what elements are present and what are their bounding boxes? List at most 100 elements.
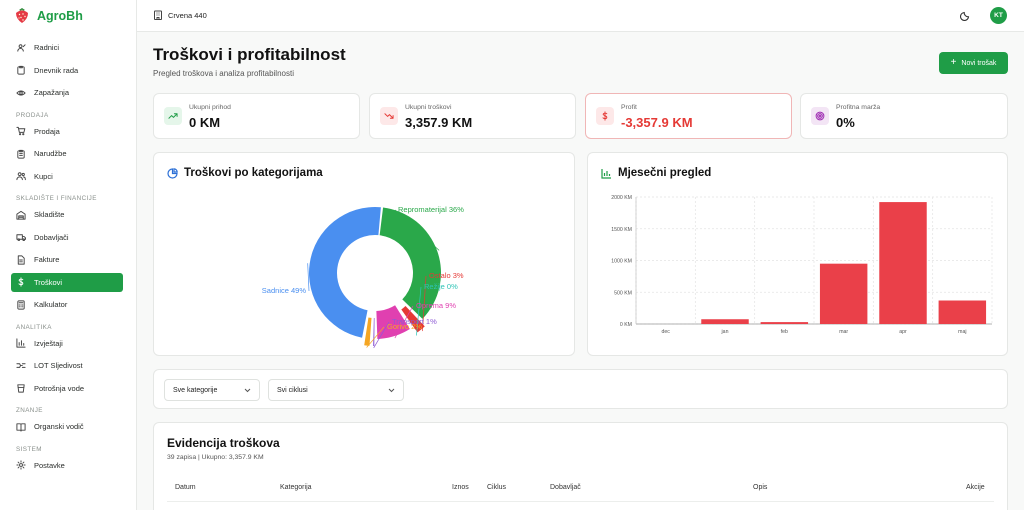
column-header-akcije[interactable]: Akcije: [966, 484, 985, 491]
table-header-divider: [167, 501, 994, 502]
stat-label: Ukupni troškovi: [405, 104, 452, 111]
column-header-opis[interactable]: Opis: [753, 484, 768, 491]
stat-value: 3,357.9 KM: [405, 115, 473, 130]
pie-slice-sadnice[interactable]: [309, 207, 381, 338]
sidebar-item-label: Troškovi: [34, 277, 63, 287]
new-expense-button[interactable]: + Novi trošak: [939, 52, 1008, 74]
stat-card: Profitna marža 0%: [800, 93, 1008, 139]
sidebar-item-label: Prodaja: [34, 126, 60, 136]
gear-icon: [16, 460, 26, 470]
sidebar-item-dobavljači[interactable]: Dobavljači: [11, 228, 123, 247]
stat-icon-badge: [811, 107, 829, 125]
dollar-icon: [602, 111, 608, 121]
x-tick-label: feb: [781, 329, 788, 335]
water-icon: [17, 384, 25, 393]
book-icon: [16, 422, 26, 432]
bar-mar[interactable]: [819, 263, 868, 324]
sidebar-item-organski-vodič[interactable]: Organski vodič: [11, 417, 123, 436]
column-header-kategorija[interactable]: Kategorija: [280, 484, 312, 491]
sidebar-item-postavke[interactable]: Postavke: [11, 456, 123, 475]
y-tick-label: 1000 KM: [611, 259, 632, 265]
pie-leader-line: [416, 286, 422, 336]
truck-icon: [16, 234, 26, 242]
dollar-icon: [18, 277, 24, 287]
sidebar-item-label: Skladište: [34, 210, 65, 219]
bar-jan[interactable]: [701, 319, 749, 324]
sidebar-item-prodaja[interactable]: Prodaja: [11, 122, 123, 141]
x-tick-label: dec: [661, 329, 670, 335]
clipboard-icon: [17, 65, 25, 75]
pie-slice-ostalo[interactable]: [401, 306, 425, 333]
table-summary: 39 zapisa | Ukupno: 3,357.9 KM: [167, 454, 264, 461]
trending-down-icon: [384, 113, 394, 119]
column-header-iznos[interactable]: Iznos: [452, 484, 469, 491]
monthly-chart-card: Mjesečni pregled 0 KM 500 KM 1000 KM 1500 K…: [587, 152, 1008, 356]
farm-selector[interactable]: Crvena 440: [153, 10, 207, 20]
monthly-chart-title-text: Mjesečni pregled: [618, 167, 712, 179]
category-chart-card: Troškovi po kategorijama Repromaterijal …: [153, 152, 575, 356]
pie-leader-line: [307, 263, 310, 292]
sidebar-item-troškovi[interactable]: Troškovi: [11, 272, 123, 292]
column-header-datum[interactable]: Datum: [175, 484, 196, 491]
plus-icon: +: [950, 57, 957, 68]
y-tick-label: 500 KM: [614, 290, 632, 296]
column-header-dobavljač[interactable]: Dobavljač: [550, 484, 581, 491]
stat-card: Ukupni prihod 0 KM: [153, 93, 360, 139]
sidebar-item-label: Fakture: [34, 255, 60, 264]
sidebar-item-radnici[interactable]: Radnici: [11, 38, 123, 57]
brand-name: AgroBh: [37, 8, 83, 23]
sidebar-item-lot-sljedivost[interactable]: LOT Sljedivost: [11, 356, 123, 375]
sidebar-section-title: SISTEM: [16, 445, 42, 453]
avatar[interactable]: KT: [990, 7, 1007, 24]
expenses-table-card: Evidencija troškova 39 zapisa | Ukupno: …: [153, 422, 1008, 510]
sidebar-item-fakture[interactable]: Fakture: [11, 250, 123, 269]
column-header-ciklus[interactable]: Ciklus: [487, 484, 507, 491]
sidebar-section-title: ZNANJE: [16, 407, 43, 414]
monthly-chart-title: Mjesečni pregled: [601, 167, 711, 179]
sidebar-item-potrošnja-vode[interactable]: Potrošnja vode: [11, 379, 123, 398]
sidebar-item-label: Zapažanja: [34, 88, 70, 97]
moon-icon[interactable]: [960, 9, 972, 21]
users-icon: [16, 172, 26, 181]
sidebar-item-label: Kupci: [34, 171, 53, 181]
sidebar-item-dnevnik-rada[interactable]: Dnevnik rada: [11, 61, 123, 80]
sidebar-item-label: Postavke: [34, 460, 65, 470]
cycle-filter-value: Svi ciklusi: [277, 386, 308, 394]
sidebar-item-zapažanja[interactable]: Zapažanja: [11, 83, 123, 102]
bar-chart-icon: [601, 168, 611, 179]
page-title: Troškovi i profitabilnost: [153, 45, 346, 64]
x-tick-label: mar: [839, 329, 848, 335]
pie-leader-line: [394, 305, 414, 339]
bar-feb[interactable]: [760, 322, 809, 324]
sidebar-item-skladište[interactable]: Skladište: [11, 205, 123, 224]
stat-icon-badge: [380, 107, 398, 125]
brand[interactable]: AgroBh: [14, 7, 83, 24]
stat-label: Profit: [621, 104, 637, 111]
sidebar-item-kalkulator[interactable]: Kalkulator: [11, 295, 123, 314]
category-filter-select[interactable]: Sve kategorije: [164, 379, 260, 401]
sidebar-item-label: Radnici: [34, 43, 60, 52]
chevron-down-icon: [244, 388, 251, 393]
stat-icon-badge: [596, 107, 614, 125]
category-chart-title-text: Troškovi po kategorijama: [184, 167, 323, 179]
cycle-filter-select[interactable]: Svi ciklusi: [268, 379, 404, 401]
strawberry-logo-icon: [16, 8, 28, 23]
pie-slice-gorivo[interactable]: [364, 317, 372, 346]
y-tick-label: 0 KM: [620, 322, 632, 328]
sidebar-item-izvještaji[interactable]: Izvještaji: [11, 334, 123, 353]
stat-value: 0%: [836, 115, 855, 130]
sidebar-item-kupci[interactable]: Kupci: [11, 167, 123, 186]
sidebar-item-label: Kalkulator: [34, 300, 68, 309]
bar-maj[interactable]: [938, 300, 987, 324]
sidebar-item-narudžbe[interactable]: Narudžbe: [11, 144, 123, 163]
x-tick-label: jan: [721, 329, 729, 335]
pie-slice-oprema[interactable]: [376, 305, 410, 339]
pie-slice-repromaterijal[interactable]: [379, 207, 441, 319]
pie-slice-transport[interactable]: [373, 317, 375, 346]
x-tick-label: maj: [958, 329, 966, 335]
pie-label: Sadnice 49%: [262, 286, 307, 295]
stat-label: Ukupni prihod: [189, 104, 231, 111]
sidebar-item-label: Narudžbe: [34, 149, 67, 158]
bar-apr[interactable]: [879, 202, 927, 324]
sidebar-item-label: LOT Sljedivost: [34, 361, 83, 370]
